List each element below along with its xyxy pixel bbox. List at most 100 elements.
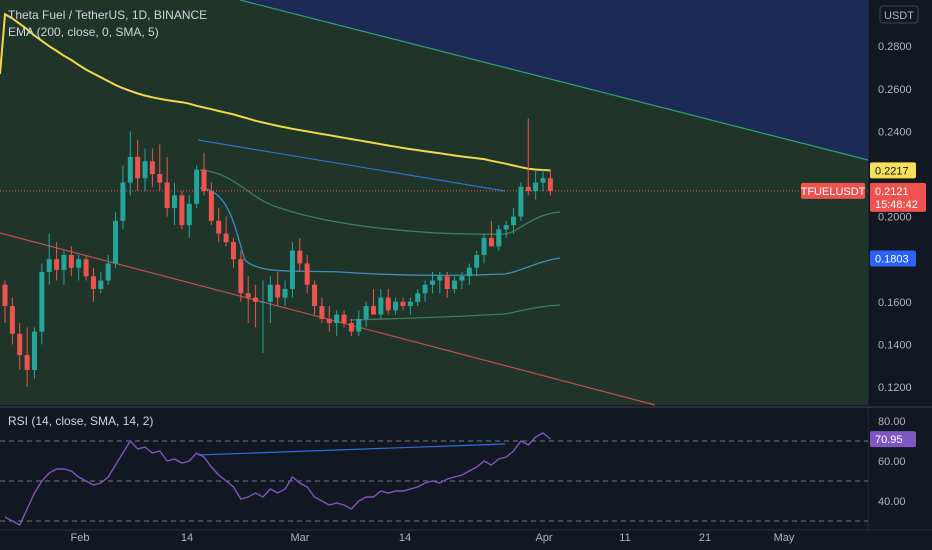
candle-body: [437, 276, 443, 281]
ema-price-tag-text: 0.2217: [875, 165, 909, 177]
candles-group: [2, 118, 553, 387]
candle-body: [282, 289, 288, 298]
candle-body: [385, 297, 391, 311]
candle-body: [24, 355, 30, 370]
candle-body: [267, 284, 273, 302]
candle-body: [230, 242, 236, 260]
candle-body: [525, 186, 531, 192]
candle-body: [348, 323, 354, 332]
candle-body: [127, 156, 133, 183]
candle-body: [459, 276, 465, 281]
time-tick-label: Mar: [291, 532, 310, 544]
candle-body: [481, 237, 487, 255]
rsi-tick-label: 40.00: [878, 496, 906, 508]
candle-body: [415, 293, 421, 302]
band-upper: [199, 169, 561, 235]
ma-price-tag-text: 0.1803: [875, 254, 909, 266]
rsi-tick-label: 80.00: [878, 416, 906, 428]
candle-body: [2, 284, 8, 307]
candle-body: [164, 182, 170, 209]
candle-body: [216, 220, 222, 234]
rsi-value-tag-box: [870, 431, 916, 448]
candle-body: [31, 331, 37, 370]
candle-body: [356, 318, 362, 332]
candle-body: [83, 259, 89, 277]
price-axis: 0.2800 0.2600 0.2400 0.2000 0.1600 0.1400 0.12…: [878, 41, 912, 394]
candle-body: [452, 280, 458, 290]
rsi-value-tag-text: 70.95: [875, 434, 903, 446]
candle-body: [61, 254, 67, 270]
band-middle: [199, 187, 561, 276]
ema-indicator-label[interactable]: EMA (200, close, 0, SMA, 5): [8, 25, 159, 39]
candle-body: [533, 182, 539, 192]
candle-body: [245, 293, 251, 298]
candle-body: [444, 276, 450, 290]
upper-channel-line: [239, 0, 869, 161]
candle-body: [238, 259, 244, 294]
price-tick-label: 0.2400: [878, 126, 912, 138]
price-tick-label: 0.2600: [878, 84, 912, 96]
candle-body: [304, 263, 310, 285]
candle-body: [334, 314, 340, 324]
symbol-tag-box: [801, 182, 865, 199]
candle-body: [39, 271, 45, 332]
candle-body: [142, 161, 148, 179]
price-tick-label: 0.1400: [878, 339, 912, 351]
candle-body: [186, 203, 192, 226]
candle-body: [518, 186, 524, 217]
candle-body: [76, 259, 82, 268]
candle-body: [253, 297, 259, 302]
candle-body: [371, 306, 376, 315]
rsi-value-tag: 70.95: [870, 431, 916, 448]
band-lower-right: [504, 304, 561, 315]
rsi-legend: RSI (14, close, SMA, 14, 2): [8, 413, 153, 430]
candle-body: [488, 237, 494, 247]
candle-body: [422, 284, 428, 294]
candle-body: [223, 233, 229, 243]
candle-body: [407, 301, 413, 307]
candle-body: [90, 276, 96, 290]
candle-body: [260, 301, 266, 303]
time-tick-label: 11: [619, 532, 630, 544]
candle-body: [157, 174, 163, 183]
symbol-title[interactable]: Theta Fuel / TetherUS, 1D, BINANCE: [8, 8, 208, 22]
candle-body: [54, 259, 60, 270]
candle-body: [113, 220, 119, 264]
countdown-text: 15:48:42: [875, 199, 918, 211]
time-tick-label: 14: [181, 532, 193, 544]
band-lower-left: [349, 313, 506, 321]
rsi-indicator-label[interactable]: RSI (14, close, SMA, 14, 2): [8, 414, 154, 428]
candle-body: [540, 178, 546, 183]
currency-label: USDT: [884, 10, 914, 22]
candle-body: [275, 284, 281, 298]
candle-body: [474, 254, 480, 268]
candle-body: [466, 267, 472, 277]
time-tick-label: May: [774, 532, 795, 544]
currency-box-frame: [879, 5, 919, 24]
candle-body: [511, 216, 517, 226]
time-tick-label: 14: [399, 532, 411, 544]
candle-body: [46, 259, 52, 272]
candle-body: [547, 178, 553, 192]
candle-body: [172, 195, 178, 209]
price-tick-label: 0.2000: [878, 212, 912, 224]
candle-body: [363, 306, 369, 319]
rsi-axis: 80.00 60.00 40.00: [878, 416, 906, 508]
candle-body: [400, 301, 406, 307]
candle-body: [98, 280, 104, 290]
ma-price-tag: 0.1803: [870, 250, 916, 267]
chart-legend: Theta Fuel / TetherUS, 1D, BINANCE EMA (…: [8, 7, 207, 41]
last-price-box: [870, 182, 926, 212]
candle-body: [17, 333, 23, 356]
currency-box: USDT: [879, 5, 919, 24]
divergence-rsi-line: [197, 443, 506, 456]
candle-body: [393, 301, 399, 311]
candle-body: [289, 250, 295, 290]
ema200-line: [0, 12, 551, 172]
time-tick-label: 21: [699, 532, 711, 544]
last-price-text: 0.2121: [875, 186, 909, 198]
candle-body: [9, 306, 15, 334]
